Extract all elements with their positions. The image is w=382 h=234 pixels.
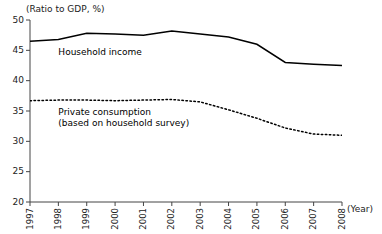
x-tick-label: 1999 [81,208,91,230]
annotation-line: Household income [58,47,142,57]
x-tick [228,202,229,206]
x-tick [285,202,286,206]
y-tick-label: 30 [13,136,25,146]
x-tick-label: 2005 [251,208,261,230]
y-tick-label: 20 [13,197,25,207]
x-tick-label: 1998 [53,208,63,230]
x-tick [143,202,144,206]
x-tick [171,202,172,206]
x-tick-label: 2003 [195,208,205,230]
x-axis-line [30,202,342,203]
x-tick [313,202,314,206]
x-axis-label: (Year) [347,204,373,214]
annotation-line: (based on household survey) [58,118,189,128]
y-tick-label: 40 [13,75,25,85]
series-line [30,31,342,66]
plot-lines [30,31,342,135]
y-tick [26,202,30,203]
y-tick [26,111,30,112]
y-tick [26,50,30,51]
x-tick [58,202,59,206]
x-tick-label: 2006 [280,208,290,230]
y-tick [26,20,30,21]
y-tick [26,80,30,81]
y-tick-label: 35 [13,106,24,116]
x-tick [342,202,343,206]
x-tick-label: 2004 [223,208,233,230]
x-tick-label: 2000 [110,208,120,230]
annotation-line: Private consumption [58,107,151,117]
chart: 20 25 30 35 40 45 50 1997 1998 1999 2000 2001 2002 20… [0,0,382,234]
y-tick-label: 50 [13,15,25,25]
y-tick-label: 25 [13,166,24,176]
x-tick [256,202,257,206]
series-line [30,99,342,135]
x-tick [86,202,87,206]
x-tick-label: 2002 [166,208,176,230]
x-tick [200,202,201,206]
y-tick-label: 45 [13,45,24,55]
x-tick-label: 2001 [138,208,148,230]
x-tick-label: 2008 [337,208,347,230]
y-tick [26,171,30,172]
x-tick-label: 2007 [308,208,318,230]
annotation: Household income [58,47,142,57]
x-tick [115,202,116,206]
x-tick [30,202,31,206]
y-tick [26,141,30,142]
annotation: Private consumption(based on household s… [58,107,189,128]
y-axis-label: (Ratio to GDP, %) [26,4,105,14]
x-tick-label: 1997 [25,208,35,230]
